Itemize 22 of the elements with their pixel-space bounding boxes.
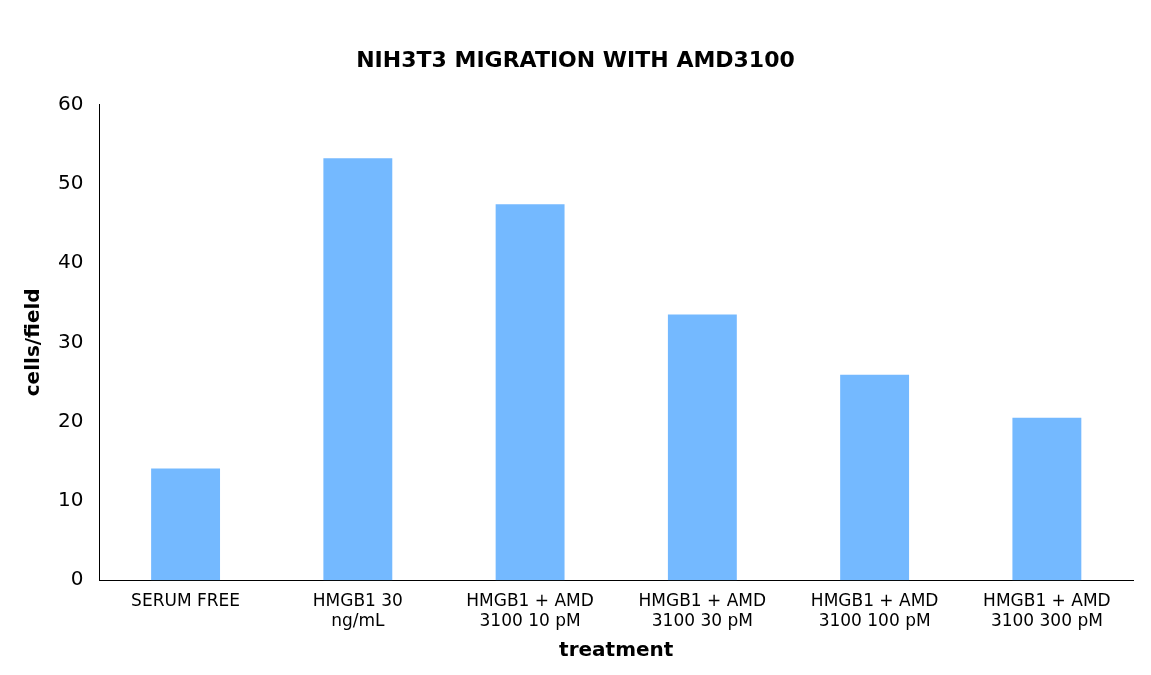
y-tick-label: 40 [58, 249, 84, 274]
x-tick-label: HMGB1 + AMD 3100 100 pM [810, 589, 939, 631]
x-tick-label: HMGB1 + AMD 3100 10 pM [466, 589, 594, 631]
x-tick-label: HMGB1 + AMD 3100 30 pM [638, 589, 767, 631]
bar [667, 314, 737, 581]
bar [495, 204, 565, 581]
bar [323, 158, 393, 581]
y-tick-label: 60 [58, 90, 84, 115]
chart-title: NIH3T3 MIGRATION WITH AMD3100 [356, 46, 795, 72]
y-tick-label: 20 [58, 407, 84, 432]
y-axis-title: cells/field [20, 288, 45, 397]
x-tick-label: HMGB1 + AMD 3100 300 pM [983, 589, 1111, 631]
y-tick-label: 0 [70, 566, 84, 591]
y-tick-label: 10 [58, 487, 84, 512]
x-tick-label: SERUM FREE [131, 589, 241, 610]
bar [840, 374, 910, 581]
x-tick-label: HMGB1 30 ng/mL [312, 589, 403, 631]
bar [151, 468, 221, 581]
bar [1012, 417, 1082, 581]
y-tick-label: 30 [58, 328, 84, 353]
x-axis-title: treatment [559, 637, 674, 662]
y-tick-label: 50 [58, 169, 84, 194]
